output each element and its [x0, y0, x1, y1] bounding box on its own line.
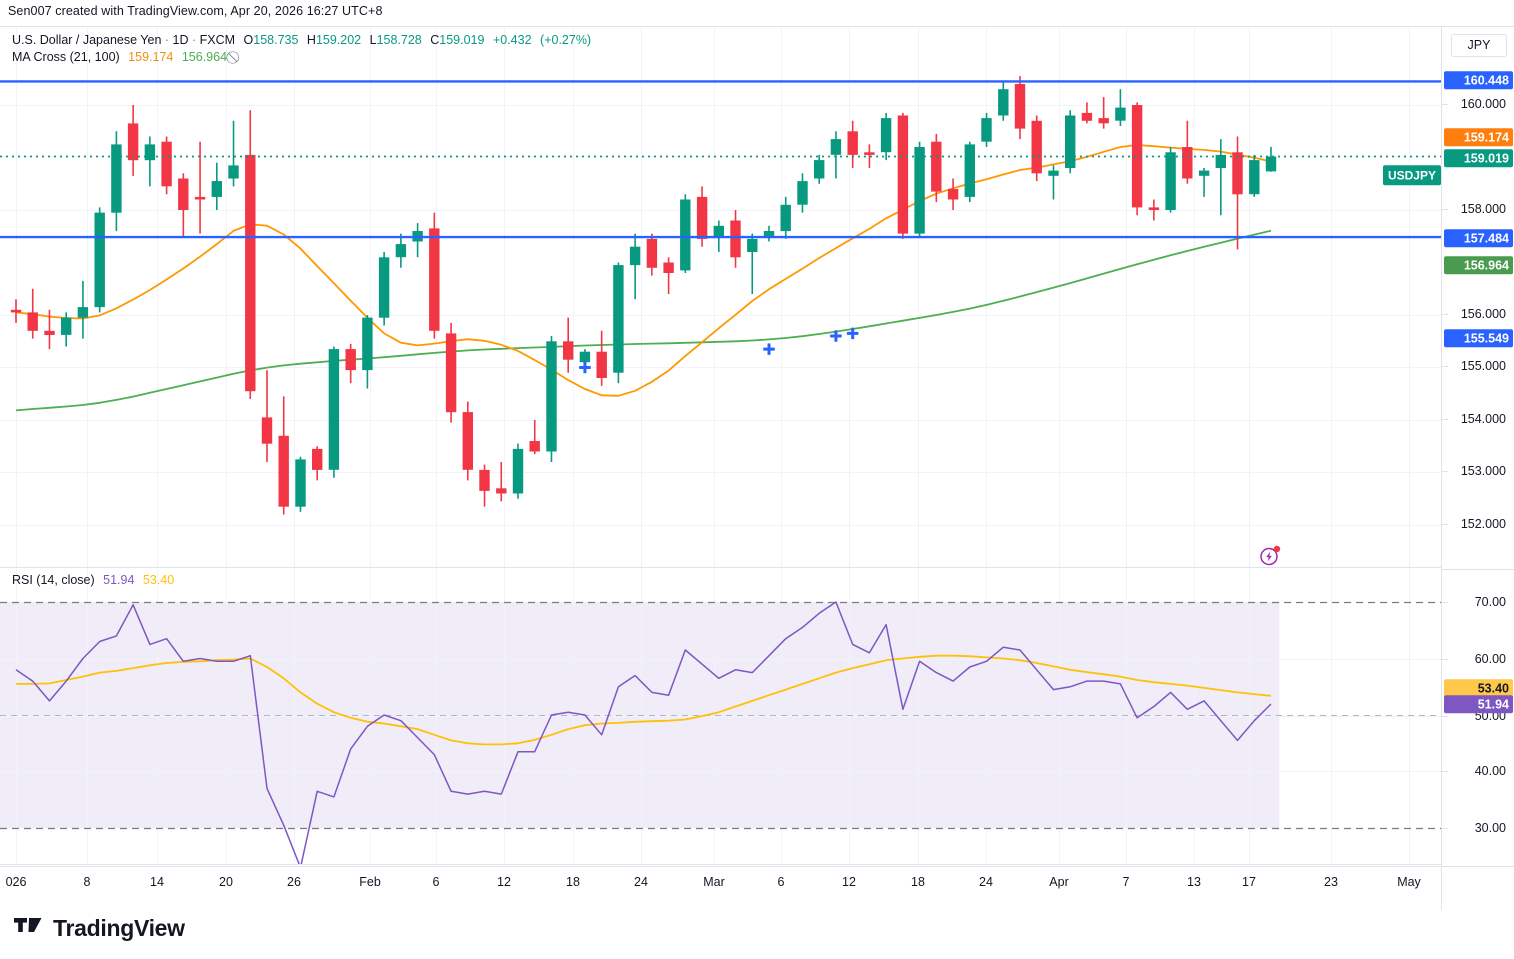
price-axis-badge[interactable]: 157.484 — [1444, 229, 1513, 247]
price-axis-label: 154.000 — [1460, 412, 1506, 426]
axis-tick-mark — [1442, 602, 1448, 603]
tradingview-wordmark: TradingView — [53, 915, 185, 941]
price-axis-label: 155.000 — [1460, 359, 1506, 373]
tradingview-footer-logo[interactable]: TradingView — [14, 915, 185, 942]
currency-chip[interactable]: JPY — [1451, 34, 1507, 57]
time-axis-label: 026 — [5, 875, 27, 889]
time-axis-label: 18 — [911, 875, 925, 889]
rsi-pane[interactable]: RSI (14, close) 51.94 53.40 — [0, 569, 1441, 865]
time-axis-label: Mar — [703, 875, 725, 889]
time-axis-label: 26 — [287, 875, 301, 889]
time-axis-label: 17 — [1242, 875, 1256, 889]
price-axis-label: 40.00 — [1474, 764, 1506, 778]
axis-pane-divider — [1442, 569, 1514, 570]
time-axis-label: 6 — [432, 875, 440, 889]
time-axis-label: 20 — [219, 875, 233, 889]
time-axis-label: 12 — [842, 875, 856, 889]
time-axis-label: 24 — [979, 875, 993, 889]
price-axis-label: 60.00 — [1474, 652, 1506, 666]
time-axis-label: 8 — [83, 875, 91, 889]
rsi-chart-canvas — [0, 569, 1441, 864]
axis-tick-mark — [1442, 716, 1448, 717]
time-axis-divider — [0, 866, 1441, 867]
price-axis-badge[interactable]: 159.019 — [1444, 149, 1513, 167]
time-axis-label: 13 — [1187, 875, 1201, 889]
series-price-tag: USDJPY — [1382, 165, 1441, 185]
axis-bottom-divider — [1442, 866, 1514, 867]
price-axis-badge[interactable]: 51.94 — [1444, 695, 1513, 713]
time-axis-label: May — [1397, 875, 1421, 889]
price-axis[interactable]: JPY 160.000 158.000 156.000 155.000 154.000 1… — [1441, 26, 1514, 910]
axis-tick-mark — [1442, 209, 1448, 210]
price-axis-label: 158.000 — [1460, 202, 1506, 216]
axis-tick-mark — [1442, 524, 1448, 525]
axis-tick-mark — [1442, 366, 1448, 367]
axis-tick-mark — [1442, 471, 1448, 472]
time-axis-label: 18 — [566, 875, 580, 889]
axis-tick-mark — [1442, 771, 1448, 772]
time-axis-label: 12 — [497, 875, 511, 889]
price-axis-label: 160.000 — [1460, 97, 1506, 111]
tradingview-logo-icon — [14, 916, 44, 941]
price-axis-label: 153.000 — [1460, 464, 1506, 478]
price-axis-label: 30.00 — [1474, 821, 1506, 835]
axis-tick-mark — [1442, 828, 1448, 829]
time-axis-label: Apr — [1049, 875, 1069, 889]
time-axis-label: 6 — [777, 875, 785, 889]
time-axis[interactable]: 026 8 14 20 26 Feb 6 12 18 24 Mar 6 12 18 24 Apr 7 13 17 23… — [0, 866, 1441, 910]
price-axis-badge[interactable]: 160.448 — [1444, 71, 1513, 89]
axis-tick-mark — [1442, 314, 1448, 315]
axis-tick-mark — [1442, 659, 1448, 660]
time-axis-label: Feb — [359, 875, 381, 889]
price-axis-badge[interactable]: 155.549 — [1444, 329, 1513, 347]
price-chart-canvas — [0, 27, 1441, 567]
price-axis-label: 70.00 — [1474, 595, 1506, 609]
price-axis-label: 152.000 — [1460, 517, 1506, 531]
price-axis-badge[interactable]: 53.40 — [1444, 679, 1513, 697]
time-axis-label: 14 — [150, 875, 164, 889]
axis-top-divider — [1442, 26, 1514, 27]
time-axis-label: 23 — [1324, 875, 1338, 889]
axis-tick-mark — [1442, 104, 1448, 105]
price-axis-badge[interactable]: 156.964 — [1444, 256, 1513, 274]
time-axis-label: 7 — [1122, 875, 1130, 889]
time-axis-label: 24 — [634, 875, 648, 889]
price-axis-label: 156.000 — [1460, 307, 1506, 321]
price-pane[interactable]: U.S. Dollar / Japanese Yen · 1D · FXCM O… — [0, 26, 1441, 568]
price-axis-badge[interactable]: 159.174 — [1444, 128, 1513, 146]
axis-tick-mark — [1442, 419, 1448, 420]
replay-lightning-icon[interactable] — [1259, 545, 1281, 567]
attribution-text: Sen007 created with TradingView.com, Apr… — [8, 4, 383, 18]
chart-frame: U.S. Dollar / Japanese Yen · 1D · FXCM O… — [0, 26, 1514, 910]
